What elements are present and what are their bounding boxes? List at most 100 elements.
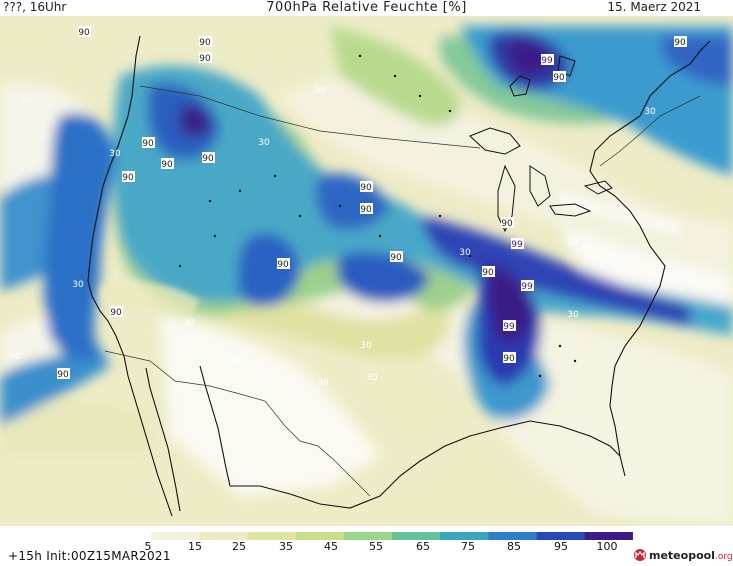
svg-text:90: 90 (503, 354, 515, 364)
svg-text:90: 90 (360, 205, 372, 215)
svg-text:90: 90 (142, 139, 154, 149)
colorbar-tick-label: 35 (279, 540, 293, 553)
colorbar-tick-label: 45 (324, 540, 338, 553)
init-time-label: +15h Init:00Z15MAR2021 (8, 549, 171, 563)
colorbar-tick-label: 55 (369, 540, 383, 553)
colorbar-tick-label: 65 (416, 540, 430, 553)
contour-label: 90 (78, 26, 91, 38)
svg-text:30: 30 (644, 107, 656, 117)
island-markers (178, 54, 577, 378)
contour-label: 90 (360, 203, 373, 215)
contour-label: 30 (109, 149, 121, 159)
contour-label: 30 (360, 341, 372, 351)
svg-text:30: 30 (317, 378, 329, 388)
contour-label: 90 (57, 368, 70, 380)
colorbar-swatches (103, 532, 634, 540)
svg-text:90: 90 (199, 54, 211, 64)
svg-text:90: 90 (277, 260, 289, 270)
colorbar-tick-label: 15 (188, 540, 202, 553)
svg-text:30: 30 (314, 86, 326, 96)
logo-name: meteopool (649, 549, 715, 562)
svg-text:90: 90 (122, 173, 134, 183)
contour-label: 90 (390, 251, 403, 263)
svg-text:30: 30 (360, 341, 372, 351)
contour-labels: 90 90 90 30 99 90 90 30 30 30 30 90 90 90 90 90 90 90 90 99… (9, 26, 687, 388)
humidity-map: 90 90 90 30 99 90 90 30 30 30 30 90 90 90 90 90 90 90 90 99… (0, 16, 733, 526)
valid-time-label: ???, 16Uhr (3, 0, 67, 14)
contour-label: 30 (366, 373, 378, 383)
colorbar-tick-label: 25 (232, 540, 246, 553)
date-label: 15. Maerz 2021 (607, 0, 701, 14)
contour-label: 30 (566, 238, 578, 248)
svg-text:90: 90 (202, 154, 214, 164)
map-title: 700hPa Relative Feuchte [%] (266, 0, 467, 15)
borders (104, 85, 701, 497)
svg-text:90: 90 (161, 160, 173, 170)
svg-text:30: 30 (567, 310, 579, 320)
colorbar-swatch (392, 532, 441, 540)
contour-label: 30 (567, 310, 579, 320)
contour-label: 99 (521, 280, 534, 292)
contour-label: 90 (202, 152, 215, 164)
contour-label: 30 (644, 107, 656, 117)
coastlines (87, 35, 711, 517)
contour-label: 90 (674, 36, 687, 48)
contour-label: 30 (317, 378, 329, 388)
svg-text:30: 30 (72, 280, 84, 290)
contour-label: 30 (72, 280, 84, 290)
contour-label: 30 (183, 318, 195, 328)
meteopool-logo[interactable] (633, 547, 647, 566)
meteopool-logo-icon (634, 549, 646, 561)
svg-text:30: 30 (258, 138, 270, 148)
colorbar-tick-label: 75 (461, 540, 475, 553)
contour-label: 30 (9, 352, 21, 362)
svg-text:90: 90 (674, 38, 686, 48)
svg-text:99: 99 (503, 322, 515, 332)
svg-text:99: 99 (511, 240, 523, 250)
contour-label: 30 (459, 248, 471, 258)
svg-text:30: 30 (183, 318, 195, 328)
svg-text:90: 90 (78, 28, 90, 38)
contour-label: 90 (122, 171, 135, 183)
contour-label: 90 (110, 306, 123, 318)
svg-text:30: 30 (366, 373, 378, 383)
svg-text:90: 90 (57, 370, 69, 380)
svg-text:90: 90 (553, 73, 565, 83)
logo-suffix: .org (714, 552, 733, 562)
svg-text:30: 30 (20, 96, 32, 106)
contour-label: 90 (199, 52, 212, 64)
contour-label: 30 (20, 96, 32, 106)
colorbar-swatch (199, 532, 249, 540)
meteopool-logo-text[interactable]: meteopool.org (649, 549, 733, 562)
svg-text:90: 90 (501, 219, 513, 229)
svg-text:30: 30 (566, 238, 578, 248)
colorbar-swatch (488, 532, 538, 540)
colorbar-tick-label: 95 (554, 540, 568, 553)
contour-label: 99 (503, 320, 516, 332)
colorbar-swatch (536, 532, 586, 540)
contour-label: 90 (482, 266, 495, 278)
svg-text:30: 30 (9, 352, 21, 362)
colorbar-swatch (343, 532, 393, 540)
humidity-field (0, 26, 733, 526)
svg-text:90: 90 (110, 308, 122, 318)
colorbar-swatch (103, 532, 152, 540)
contour-label: 30 (230, 355, 242, 365)
lake-outlines (469, 55, 613, 233)
colorbar-swatch (440, 532, 489, 540)
svg-text:30: 30 (230, 355, 242, 365)
svg-text:30: 30 (109, 149, 121, 159)
svg-text:90: 90 (199, 38, 211, 48)
svg-text:90: 90 (390, 253, 402, 263)
contour-label: 90 (161, 158, 174, 170)
contour-label: 90 (277, 258, 290, 270)
contour-label: 90 (553, 71, 566, 83)
colorbar (103, 529, 634, 548)
svg-text:90: 90 (360, 183, 372, 193)
contour-label: 90 (142, 137, 155, 149)
contour-label: 99 (541, 54, 554, 66)
contour-label: 30 (314, 86, 326, 96)
contour-label: 30 (258, 138, 270, 148)
svg-text:30: 30 (459, 248, 471, 258)
header-bar: ???, 16Uhr 700hPa Relative Feuchte [%] 1… (0, 0, 733, 16)
